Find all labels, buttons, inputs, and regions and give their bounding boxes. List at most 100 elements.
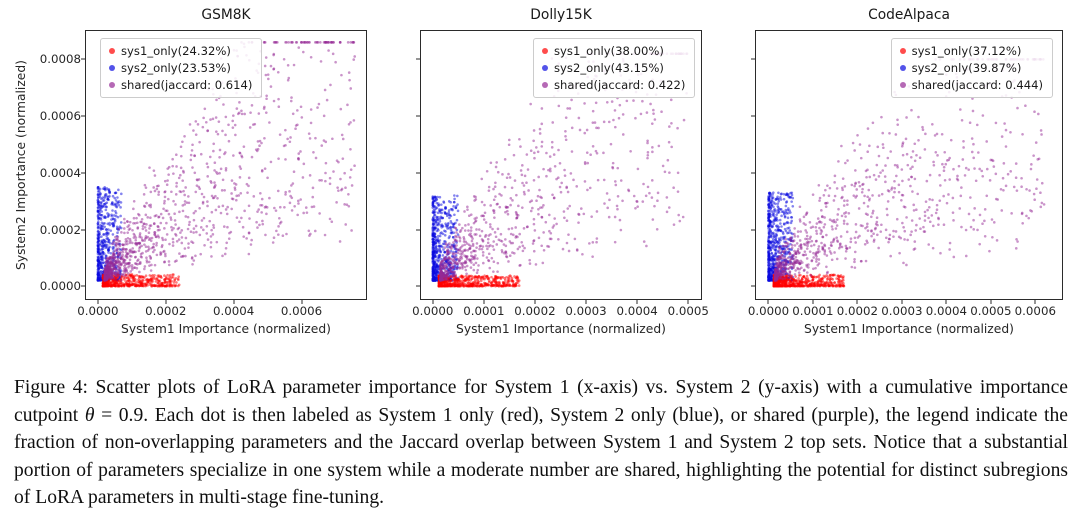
y-tick-mark bbox=[751, 172, 755, 174]
y-tick-mark bbox=[416, 229, 420, 231]
x-tick-mark bbox=[990, 300, 992, 304]
x-tick-label: 0.0004 bbox=[616, 304, 658, 318]
shared-marker-icon bbox=[109, 82, 115, 88]
x-tick-label: 0.0000 bbox=[747, 304, 790, 318]
y-tick-mark bbox=[81, 115, 85, 117]
legend-label: shared(jaccard: 0.444) bbox=[911, 78, 1043, 92]
caption-theta-value: = 0.9 bbox=[94, 404, 144, 426]
y-tick-label: 0.0008 bbox=[39, 52, 81, 67]
sys1-only-marker-icon bbox=[109, 48, 115, 54]
legend-label: shared(jaccard: 0.614) bbox=[121, 78, 253, 92]
legend-entry-shared: shared(jaccard: 0.614) bbox=[109, 78, 252, 92]
legend-label: sys1_only(24.32%) bbox=[121, 44, 231, 58]
x-tick-mark bbox=[483, 300, 485, 304]
legend-label: sys2_only(23.53%) bbox=[121, 61, 231, 75]
y-tick-label: 0.0006 bbox=[39, 109, 81, 124]
legend: sys1_only(37.12%) sys2_only(39.87%) shar… bbox=[890, 38, 1053, 98]
y-tick-label: 0.0002 bbox=[39, 222, 81, 237]
plot-area: sys1_only(37.12%) sys2_only(39.87%) shar… bbox=[755, 30, 1063, 300]
plot-area: sys1_only(38.00%) sys2_only(43.15%) shar… bbox=[420, 30, 702, 300]
chart-codealpaca: CodeAlpaca sys1_only(37.12%) sys2_only(3… bbox=[748, 7, 1063, 340]
sys1-only-marker-icon bbox=[542, 48, 548, 54]
x-tick-label: 0.0002 bbox=[145, 304, 187, 318]
x-tick-label: 0.0005 bbox=[667, 304, 709, 318]
sys2-only-marker-icon bbox=[109, 65, 115, 71]
x-tick-labels: 0.0000 0.0001 0.0002 0.0003 0.0004 0.0005 bbox=[412, 304, 709, 318]
x-tick-label: 0.0004 bbox=[212, 304, 255, 318]
y-tick-mark bbox=[81, 172, 85, 174]
x-tick-label: 0.0003 bbox=[881, 304, 923, 318]
legend-label: sys1_only(38.00%) bbox=[554, 44, 664, 58]
sys1-only-marker-icon bbox=[899, 48, 906, 54]
legend-label: shared(jaccard: 0.422) bbox=[554, 78, 686, 92]
y-tick-labels: 0.0000 0.0002 0.0004 0.0006 0.0008 bbox=[37, 30, 81, 300]
chart-title: GSM8K bbox=[201, 7, 251, 23]
legend-entry-sys1-only: sys1_only(38.00%) bbox=[542, 44, 685, 58]
x-tick-label: 0.0003 bbox=[565, 304, 607, 318]
x-tick-mark bbox=[945, 300, 947, 304]
x-tick-label: 0.0005 bbox=[970, 304, 1012, 318]
caption-theta-symbol: θ bbox=[84, 404, 95, 426]
y-tick-mark bbox=[81, 285, 85, 287]
x-tick-label: 0.0006 bbox=[1014, 304, 1056, 318]
y-tick-label: 0.0004 bbox=[39, 165, 81, 180]
x-tick-label: 0.0001 bbox=[792, 304, 834, 318]
legend-label: sys2_only(43.15%) bbox=[554, 61, 664, 75]
y-tick-mark bbox=[751, 229, 755, 231]
x-tick-label: 0.0002 bbox=[836, 304, 879, 318]
x-tick-mark bbox=[687, 300, 689, 304]
x-tick-mark bbox=[585, 300, 587, 304]
legend-label: sys2_only(39.87%) bbox=[911, 61, 1022, 75]
y-tick-label: 0.0000 bbox=[39, 279, 81, 294]
x-tick-label: 0.0000 bbox=[412, 304, 454, 318]
caption-text-prefix: Figure 4: Scatter plots of LoRA paramete… bbox=[14, 377, 1068, 426]
y-tick-mark bbox=[81, 229, 85, 231]
x-tick-label: 0.0006 bbox=[280, 304, 323, 318]
chart-dolly15k: Dolly15K sys1_only(38.00%) sys2_only(43.… bbox=[412, 7, 709, 340]
x-axis-label: System1 Importance (normalized) bbox=[456, 322, 666, 336]
legend: sys1_only(24.32%) sys2_only(23.53%) shar… bbox=[100, 38, 263, 98]
legend-entry-sys1-only: sys1_only(37.12%) bbox=[899, 44, 1043, 58]
shared-marker-icon bbox=[542, 82, 548, 88]
legend-entry-sys2-only: sys2_only(43.15%) bbox=[542, 61, 685, 75]
x-tick-mark bbox=[812, 300, 814, 304]
x-axis-label: System1 Importance (normalized) bbox=[121, 322, 331, 336]
legend-entry-sys2-only: sys2_only(23.53%) bbox=[109, 61, 252, 75]
chart-title: CodeAlpaca bbox=[868, 7, 950, 23]
x-tick-mark bbox=[97, 300, 99, 304]
x-tick-mark bbox=[901, 300, 903, 304]
legend-entry-shared: shared(jaccard: 0.444) bbox=[899, 78, 1043, 92]
x-tick-mark bbox=[1034, 300, 1036, 304]
x-tick-labels: 0.0000 0.0001 0.0002 0.0003 0.0004 0.0005 0.00… bbox=[748, 304, 1063, 318]
x-tick-mark bbox=[534, 300, 536, 304]
y-tick-mark bbox=[416, 58, 420, 60]
y-axis-label: System2 Importance (normalized) bbox=[14, 60, 28, 270]
plot-area: sys1_only(24.32%) sys2_only(23.53%) shar… bbox=[85, 30, 367, 300]
x-tick-mark bbox=[432, 300, 434, 304]
chart-title: Dolly15K bbox=[530, 7, 592, 23]
y-tick-mark bbox=[416, 172, 420, 174]
shared-marker-icon bbox=[899, 82, 906, 88]
x-tick-mark bbox=[856, 300, 858, 304]
y-tick-mark bbox=[751, 115, 755, 117]
x-axis-label: System1 Importance (normalized) bbox=[804, 322, 1014, 336]
x-tick-label: 0.0001 bbox=[463, 304, 505, 318]
x-tick-labels: 0.0000 0.0002 0.0004 0.0006 bbox=[77, 304, 367, 318]
legend-entry-sys1-only: sys1_only(24.32%) bbox=[109, 44, 252, 58]
legend-entry-shared: shared(jaccard: 0.422) bbox=[542, 78, 685, 92]
x-tick-label: 0.0000 bbox=[77, 304, 119, 318]
y-tick-mark bbox=[751, 58, 755, 60]
x-tick-label: 0.0002 bbox=[514, 304, 556, 318]
x-tick-mark bbox=[767, 300, 769, 304]
legend-entry-sys2-only: sys2_only(39.87%) bbox=[899, 61, 1043, 75]
y-tick-mark bbox=[416, 115, 420, 117]
x-tick-mark bbox=[165, 300, 167, 304]
figure-caption: Figure 4: Scatter plots of LoRA paramete… bbox=[14, 374, 1068, 512]
x-tick-mark bbox=[636, 300, 638, 304]
sys2-only-marker-icon bbox=[899, 65, 906, 71]
y-tick-mark bbox=[81, 58, 85, 60]
chart-gsm8k: GSM8K System2 Importance (normalized) 0.… bbox=[14, 7, 367, 340]
x-tick-label: 0.0004 bbox=[925, 304, 967, 318]
x-tick-mark bbox=[233, 300, 235, 304]
